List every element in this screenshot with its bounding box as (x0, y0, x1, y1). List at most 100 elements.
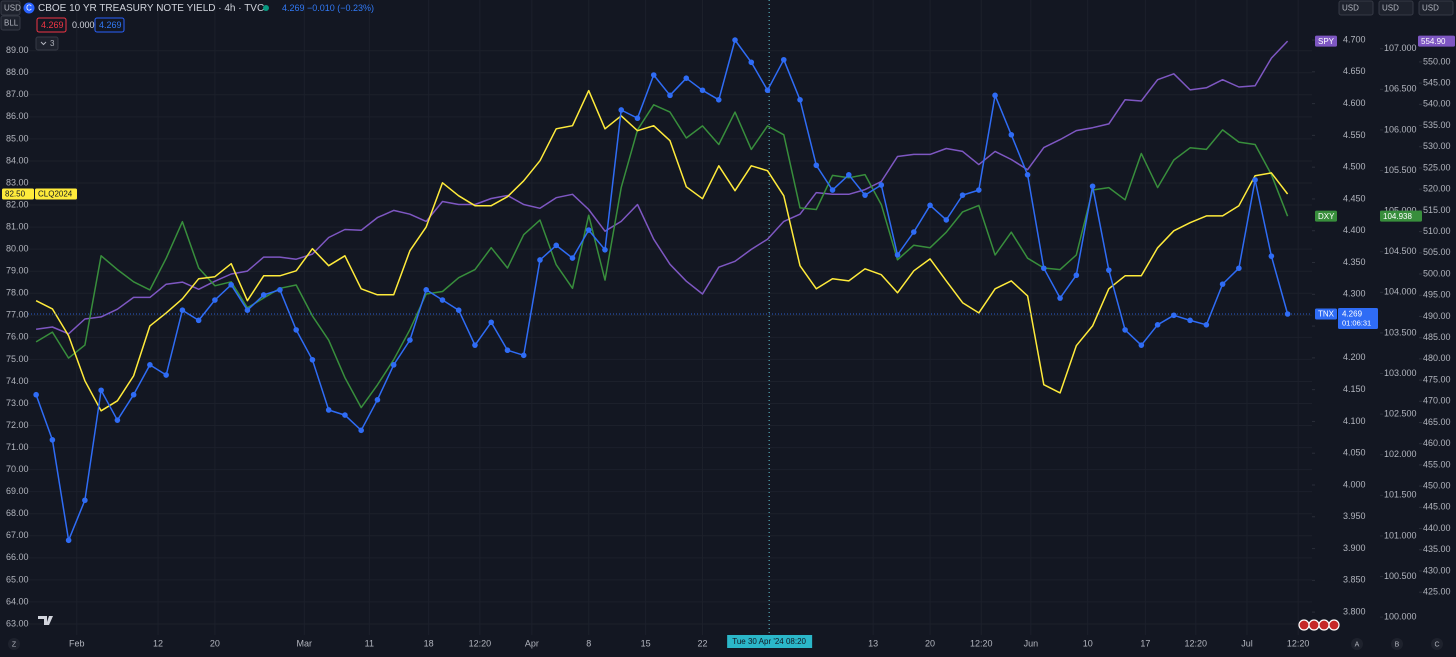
y-tick-label: 480.00 (1423, 353, 1451, 363)
crosshair-label-box (727, 635, 813, 648)
x-tick-label: 12:20 (970, 638, 993, 648)
price-tag: 4.269 (1342, 310, 1363, 319)
series-marker (1252, 177, 1258, 183)
y-tick-label: 490.00 (1423, 311, 1451, 321)
logo (38, 616, 53, 625)
currency-select[interactable] (1418, 0, 1454, 16)
series-marker (455, 307, 462, 313)
currency-select-label: USD (1382, 4, 1399, 13)
currency-label: USD (4, 4, 21, 13)
footer-button[interactable] (1391, 638, 1403, 650)
symbol-title[interactable]: CBOE 10 YR TREASURY NOTE YIELD · 4h · TV… (38, 3, 264, 14)
y-tick-label: 485.00 (1423, 332, 1451, 342)
footer-label: A (1355, 641, 1360, 648)
x-tick-label: 12 (153, 638, 163, 648)
y-tick-label: 520.00 (1423, 184, 1451, 194)
y-tick-label: 495.00 (1423, 290, 1451, 300)
currency-select[interactable] (1338, 0, 1374, 16)
series-marker (212, 297, 218, 303)
series-marker (277, 287, 283, 293)
y-tick-label: 87.00 (6, 89, 29, 99)
series-marker (374, 397, 381, 403)
y-tick-label: 550.00 (1423, 56, 1451, 66)
series-tag: CLQ2024 (38, 190, 73, 199)
footer-button[interactable] (1431, 638, 1443, 650)
y-tick-label: 107.000 (1384, 43, 1417, 53)
y-tick-label: 4.450 (1343, 193, 1366, 203)
price-tag-box (1338, 308, 1378, 330)
x-tick-label: Apr (525, 638, 539, 648)
countdown: 01:06:31 (1342, 318, 1371, 327)
series-marker (1041, 265, 1047, 272)
series-marker (309, 356, 316, 363)
x-tick-label: Jul (1241, 638, 1253, 648)
series-marker (1268, 253, 1275, 259)
series-marker (829, 187, 836, 193)
series-marker (325, 407, 332, 413)
series-marker (748, 59, 755, 66)
y-tick-label: 450.00 (1423, 480, 1451, 490)
series-marker (195, 317, 202, 324)
y-tick-label: 3.900 (1343, 543, 1366, 553)
footer-label: C (1434, 641, 1439, 648)
indicator-value-box (36, 17, 67, 33)
x-tick-label: 22 (697, 638, 707, 648)
indicator-button[interactable] (0, 15, 21, 31)
last-price: 4.269 (282, 3, 305, 13)
series-marker (1073, 272, 1080, 279)
y-tick-label: 82.00 (6, 199, 29, 209)
price-tag-box (1418, 35, 1455, 47)
y-tick-label: 470.00 (1423, 396, 1451, 406)
y-tick-label: 430.00 (1423, 565, 1451, 575)
currency-button[interactable] (0, 0, 21, 16)
series-marker (862, 192, 868, 198)
footer-button[interactable] (8, 638, 20, 650)
y-tick-label: 106.000 (1384, 124, 1417, 134)
y-tick-label: 67.00 (6, 530, 29, 540)
y-tick-label: 104.000 (1384, 287, 1417, 297)
y-tick-label: 85.00 (6, 133, 29, 143)
y-tick-label: 4.500 (1343, 162, 1366, 172)
y-tick-label: 75.00 (6, 354, 29, 364)
series-marker (472, 342, 478, 348)
y-tick-label: 106.500 (1384, 84, 1417, 94)
series-marker (634, 115, 641, 122)
y-tick-label: 515.00 (1423, 205, 1451, 215)
series-marker (959, 192, 966, 198)
y-tick-label: 3.800 (1343, 606, 1366, 616)
series-tag: TNX (1318, 310, 1335, 319)
currency-select-label: USD (1342, 4, 1359, 13)
chevron-icon (40, 41, 47, 46)
y-tick-label: 3.850 (1343, 575, 1366, 585)
symbol-icon-letter: C (26, 4, 32, 13)
x-tick-label: Feb (69, 638, 85, 648)
y-tick-label: 103.000 (1384, 368, 1417, 378)
series-marker (878, 182, 885, 188)
series-marker (390, 362, 397, 368)
collapse-button[interactable] (35, 36, 59, 51)
y-tick-label: 71.00 (6, 442, 29, 452)
series-marker (537, 257, 543, 263)
series-marker (602, 247, 608, 253)
price-change: −0.010 (−0.23%) (307, 3, 374, 13)
symbol-icon (23, 2, 35, 14)
x-tick-label: 12:20 (469, 638, 492, 648)
footer-button[interactable] (1351, 638, 1363, 650)
series-tag: DXY (1318, 212, 1335, 221)
series-marker (1284, 311, 1291, 317)
y-tick-label: 65.00 (6, 574, 29, 584)
indicator-value: 4.269 (41, 20, 64, 30)
y-tick-label: 70.00 (6, 464, 29, 474)
flag-icons (1298, 619, 1340, 631)
series-marker (699, 87, 706, 94)
y-tick-label: 89.00 (6, 45, 29, 55)
series-marker (439, 297, 446, 303)
series-marker (797, 96, 803, 103)
currency-select[interactable] (1378, 0, 1414, 16)
series-marker (943, 217, 950, 223)
x-tick-label: 15 (641, 638, 651, 648)
footer-label: B (1395, 641, 1400, 648)
